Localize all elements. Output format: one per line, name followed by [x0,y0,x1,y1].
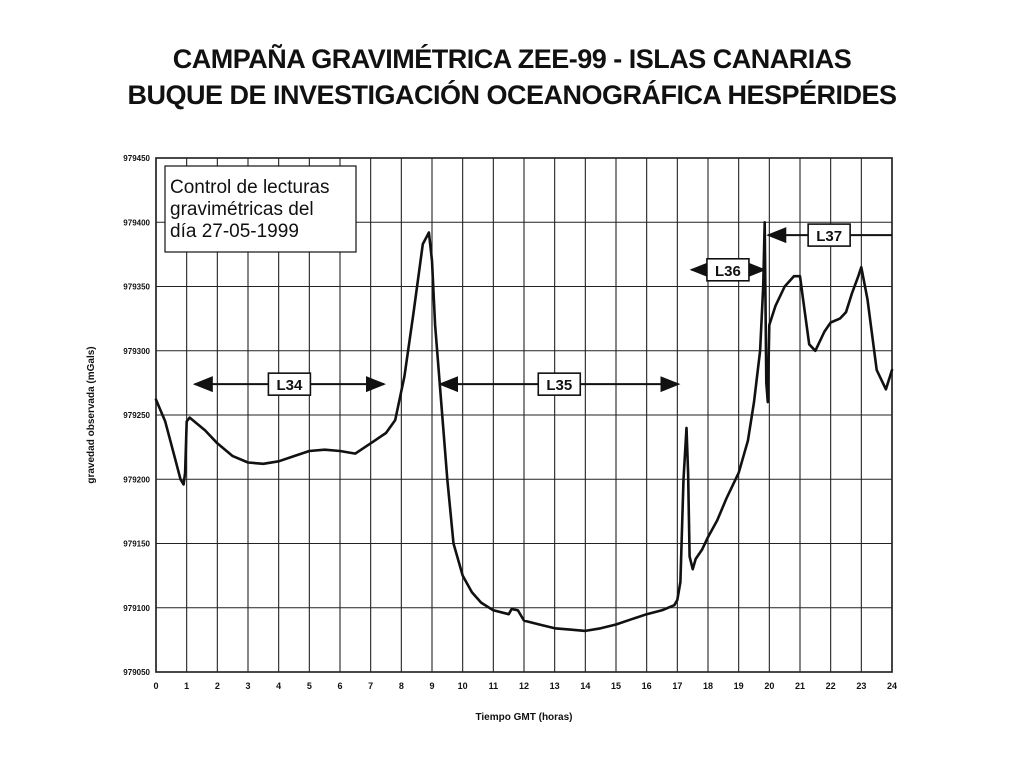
x-tick-label: 13 [550,681,560,691]
segment-label-box [706,257,750,282]
y-tick-label: 979300 [123,347,150,356]
segment-label-box [267,372,312,396]
x-tick-label: 21 [795,681,805,691]
chart-subtitle: BUQUE DE INVESTIGACIÓN OCEANOGRÁFICA HES… [127,80,897,110]
x-tick-label: 4 [276,681,281,691]
segment-l37: L37 [766,223,892,247]
x-tick-label: 16 [642,681,652,691]
segment-label: L34 [276,377,303,394]
x-tick-label: 20 [764,681,774,691]
annotation-line: Control de lecturas [170,177,329,198]
x-tick-label: 1 [184,681,189,691]
y-tick-label: 979250 [123,411,150,420]
y-tick-label: 979200 [123,475,150,484]
x-tick-label: 10 [458,681,468,691]
x-tick-label: 9 [429,681,434,691]
gravity-series-line [154,221,894,633]
y-axis-label: gravedad observada (mGals) [86,346,97,483]
x-tick-label: 24 [887,681,897,691]
x-tick-label: 6 [337,681,342,691]
x-tick-label: 12 [519,681,529,691]
annotation-line: día 27-05-1999 [170,221,299,242]
annotation-box: Control de lecturas gravimétricas del dí… [164,165,357,253]
x-tick-label: 18 [703,681,713,691]
x-tick-label: 7 [368,681,373,691]
segment-label-box [807,223,851,247]
x-tick-label: 22 [826,681,836,691]
segment-l35: L35 [438,372,681,396]
segment-l36: L36 [689,257,767,282]
segment-label: L37 [816,228,842,245]
x-tick-label: 23 [856,681,866,691]
x-axis-label: Tiempo GMT (horas) [475,712,572,723]
y-tick-label: 979450 [123,154,150,163]
x-tick-label: 15 [611,681,621,691]
y-tick-label: 979050 [123,668,150,677]
x-tick-label: 5 [307,681,312,691]
x-tick-label: 14 [580,681,590,691]
y-tick-label: 979400 [123,218,150,227]
x-tick-label: 11 [489,681,499,691]
chart-title: CAMPAÑA GRAVIMÉTRICA ZEE-99 - ISLAS CANA… [172,44,852,74]
segment-label-box [537,372,582,396]
y-tick-label: 979350 [123,283,150,292]
segment-label: L35 [546,377,572,394]
x-tick-label: 17 [672,681,682,691]
x-tick-label: 19 [734,681,744,691]
x-tick-label: 3 [245,681,250,691]
segment-label: L36 [715,263,741,280]
x-tick-label: 2 [215,681,220,691]
y-tick-label: 979150 [123,540,150,549]
y-tick-label: 979100 [123,604,150,613]
x-tick-label: 0 [153,681,158,691]
segment-l34: L34 [192,372,386,396]
annotation-line: gravimétricas del [170,199,314,220]
x-tick-label: 8 [399,681,404,691]
